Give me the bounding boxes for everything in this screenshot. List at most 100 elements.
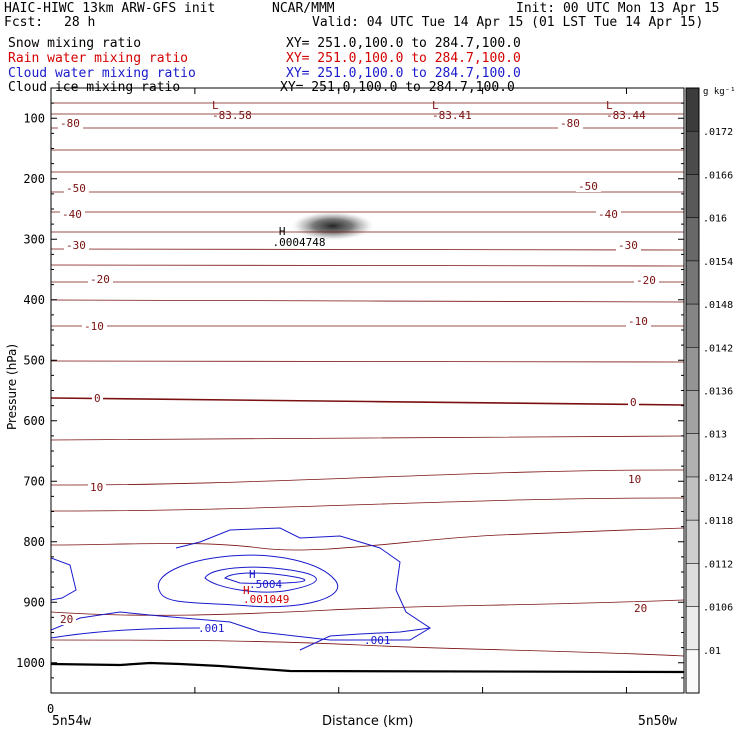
temperature-label-bg bbox=[58, 614, 76, 625]
temperature-label: -10 bbox=[84, 320, 104, 333]
cloud-water-contour bbox=[224, 572, 306, 584]
temperature-label: 10 bbox=[628, 473, 641, 486]
cloud-ice-max-value: .0004748 bbox=[273, 236, 326, 249]
colorbar-swatch bbox=[686, 174, 699, 219]
colorbar-unit: g kg⁻¹ bbox=[703, 87, 736, 97]
temperature-label-bg bbox=[92, 393, 103, 404]
colorbar-swatch bbox=[686, 563, 699, 608]
temperature-contour-line bbox=[51, 469, 684, 486]
temperature-label: -30 bbox=[66, 239, 86, 252]
temperature-min-marker: L bbox=[432, 99, 439, 112]
x-axis-title: Distance (km) bbox=[322, 714, 414, 729]
temperature-label-bg bbox=[64, 240, 89, 251]
y-tick-label: 300 bbox=[23, 232, 45, 246]
colorbar-tick-label: .0136 bbox=[703, 387, 733, 398]
temperature-label: 0 bbox=[630, 396, 637, 409]
fcst-label: Fcst: bbox=[4, 15, 44, 30]
temperature-label-bg bbox=[634, 275, 659, 286]
colorbar-tick-label: .0148 bbox=[703, 300, 733, 311]
colorbar-tick-label: .0118 bbox=[703, 516, 733, 527]
temperature-label-bg bbox=[616, 240, 641, 251]
y-tick-label: 600 bbox=[23, 414, 45, 428]
colorbar-tick-label: .01 bbox=[703, 646, 721, 657]
cloud-water-max-value: .5004 bbox=[249, 578, 282, 591]
temperature-label: -80 bbox=[60, 117, 80, 130]
colorbar-swatch bbox=[686, 433, 699, 478]
temperature-label: -50 bbox=[578, 180, 598, 193]
cloud-water-contour bbox=[51, 627, 201, 639]
cloud-water-contour bbox=[299, 627, 431, 651]
cloud-water-contour bbox=[51, 527, 431, 641]
colorbar-tick-label: .0172 bbox=[703, 127, 733, 138]
temperature-label: -20 bbox=[90, 273, 110, 286]
field-snow-name: Snow mixing ratio bbox=[8, 36, 142, 51]
cloud-ice-shading bbox=[289, 210, 376, 241]
terrain-line bbox=[51, 661, 684, 674]
temperature-label-bg bbox=[88, 482, 106, 493]
colorbar-tick-label: .0124 bbox=[703, 473, 733, 484]
temperature-contour-line bbox=[51, 299, 684, 303]
colorbar-tick-label: .016 bbox=[703, 214, 727, 225]
valid-time: Valid: 04 UTC Tue 14 Apr 15 (01 LST Tue … bbox=[312, 15, 704, 30]
colorbar-swatch bbox=[686, 520, 699, 564]
temperature-contour-line bbox=[51, 360, 684, 363]
field-cloudwater-name: Cloud water mixing ratio bbox=[8, 66, 196, 81]
temperature-label-bg bbox=[558, 118, 583, 129]
temperature-label-bg bbox=[626, 474, 644, 485]
temperature-label-bg bbox=[632, 603, 650, 614]
temperature-contour-line bbox=[51, 264, 684, 267]
rain-water-max-marker: H bbox=[243, 584, 250, 597]
temperature-contours bbox=[51, 102, 684, 657]
temperature-label: -50 bbox=[66, 182, 86, 195]
temperature-label-bg bbox=[82, 321, 107, 332]
cloud-ice-max-marker: H bbox=[279, 225, 286, 238]
field-rain-name: Rain water mixing ratio bbox=[8, 51, 189, 66]
model-title: HAIC-HIWC 13km ARW-GFS init bbox=[4, 1, 216, 16]
y-tick-label: 800 bbox=[23, 535, 45, 549]
colorbar-swatch bbox=[686, 390, 699, 435]
y-tick-label: 900 bbox=[23, 595, 45, 609]
temperature-contour-line bbox=[51, 639, 684, 657]
colorbar-swatch bbox=[686, 131, 699, 175]
colorbar-swatch bbox=[686, 304, 699, 348]
temperature-label: -80 bbox=[560, 117, 580, 130]
temperature-min-marker: L bbox=[606, 99, 613, 112]
x-end-label: 5n50w bbox=[638, 714, 678, 729]
cloud-water-label: .001 bbox=[198, 622, 225, 635]
temperature-label: -40 bbox=[62, 208, 82, 221]
temperature-contour-line bbox=[51, 527, 684, 551]
colorbar-tick-label: .0142 bbox=[703, 343, 733, 354]
field-cloudwater-xy: XY= 251.0,100.0 to 284.7,100.0 bbox=[286, 66, 521, 81]
colorbar-swatch bbox=[686, 260, 699, 305]
temperature-label: 20 bbox=[634, 602, 647, 615]
temperature-contour-line bbox=[51, 248, 684, 251]
fcst-value: 28 h bbox=[64, 15, 96, 30]
colorbar-tick-label: .0106 bbox=[703, 603, 733, 614]
colorbar-swatch bbox=[686, 649, 699, 694]
temperature-label-bg bbox=[58, 118, 83, 129]
colorbar-swatch bbox=[686, 476, 699, 521]
temperature-min-value: -83.44 bbox=[606, 109, 646, 122]
temperature-label: -40 bbox=[598, 208, 618, 221]
temperature-min-marker: L bbox=[212, 99, 219, 112]
temperature-label: 0 bbox=[94, 392, 101, 405]
temperature-label: 20 bbox=[60, 613, 73, 626]
temperature-label-bg bbox=[64, 183, 89, 194]
colorbar-tick-label: .013 bbox=[703, 430, 727, 441]
colorbar-tick-label: .0112 bbox=[703, 559, 733, 570]
cloud-water-contour bbox=[51, 557, 77, 601]
plot-frame bbox=[50, 87, 685, 694]
temperature-label: 10 bbox=[90, 481, 103, 494]
cloud-water-contour bbox=[157, 554, 338, 608]
colorbar-tick-label: .0154 bbox=[703, 257, 733, 268]
rain-water-max-value: .001049 bbox=[243, 593, 289, 606]
y-tick-label: 1000 bbox=[16, 656, 45, 670]
temperature-label: -20 bbox=[636, 274, 656, 287]
temperature-label-bg bbox=[628, 397, 639, 408]
field-rain-xy: XY= 251.0,100.0 to 284.7,100.0 bbox=[286, 51, 521, 66]
cloud-water-contour bbox=[204, 566, 317, 593]
y-tick-label: 500 bbox=[23, 353, 45, 367]
temperature-contour-line bbox=[51, 397, 684, 406]
